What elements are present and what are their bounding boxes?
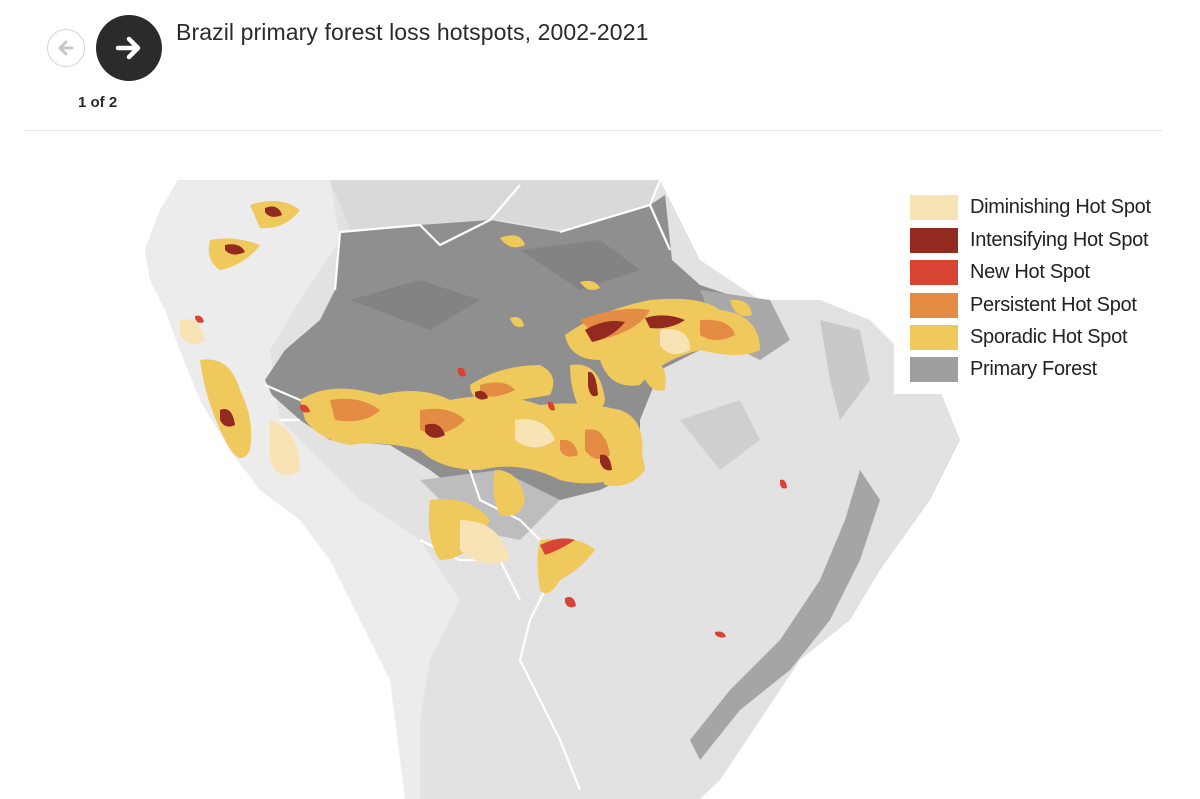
legend-item-new: New Hot Spot (910, 258, 1090, 286)
header-divider (24, 130, 1162, 131)
slide-counter: 1 of 2 (78, 94, 118, 111)
previous-button[interactable] (47, 29, 85, 67)
arrow-left-icon (58, 40, 74, 56)
legend-item-intensifying: Intensifying Hot Spot (910, 226, 1149, 254)
arrow-right-icon (115, 36, 141, 60)
legend-label: Persistent Hot Spot (970, 293, 1137, 316)
legend-label: Sporadic Hot Spot (970, 325, 1128, 348)
map-legend: Diminishing Hot Spot Intensifying Hot Sp… (894, 180, 1151, 394)
legend-label: Diminishing Hot Spot (970, 195, 1151, 218)
intensifying-hotspots (220, 206, 685, 471)
map-title: Brazil primary forest loss hotspots, 200… (176, 19, 649, 45)
country-borders (264, 179, 672, 791)
legend-label: Primary Forest (970, 357, 1097, 380)
legend-item-sporadic: Sporadic Hot Spot (910, 323, 1128, 351)
legend-swatch (910, 227, 958, 253)
legend-swatch (910, 356, 958, 382)
legend-item-diminishing: Diminishing Hot Spot (910, 193, 1151, 221)
legend-label: New Hot Spot (970, 260, 1090, 283)
next-button[interactable] (96, 15, 162, 81)
new-hotspots (195, 315, 787, 638)
legend-swatch (910, 324, 958, 350)
legend-label: Intensifying Hot Spot (970, 228, 1149, 251)
andes-region (145, 180, 460, 799)
legend-item-primary-forest: Primary Forest (910, 355, 1097, 383)
northern-region (330, 180, 660, 230)
legend-swatch (910, 194, 958, 220)
legend-swatch (910, 292, 958, 318)
legend-item-persistent: Persistent Hot Spot (910, 291, 1137, 319)
legend-swatch (910, 259, 958, 285)
hotspot-map (145, 179, 960, 799)
diminishing-hotspots (180, 319, 690, 564)
